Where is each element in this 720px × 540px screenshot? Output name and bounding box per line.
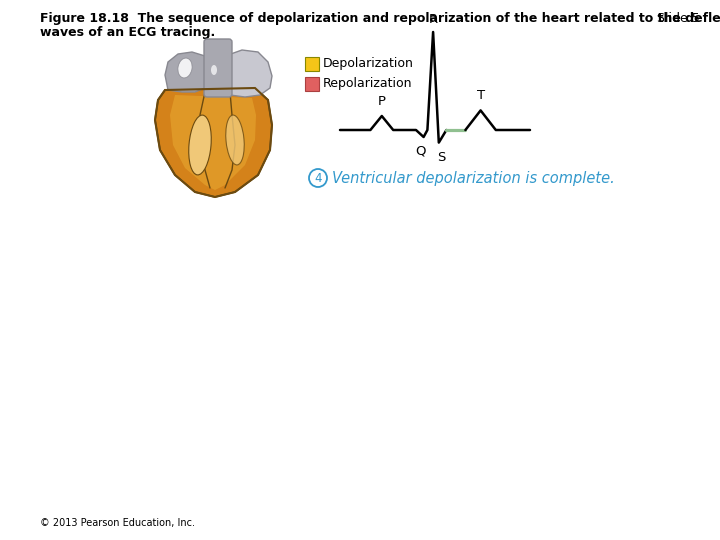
Circle shape — [309, 169, 327, 187]
Text: Depolarization: Depolarization — [323, 57, 414, 71]
Bar — [305, 57, 319, 71]
Ellipse shape — [226, 115, 244, 165]
Text: © 2013 Pearson Education, Inc.: © 2013 Pearson Education, Inc. — [40, 518, 195, 528]
PathPatch shape — [170, 95, 256, 190]
Text: Figure 18.18  The sequence of depolarization and repolarization of the heart rel: Figure 18.18 The sequence of depolarizat… — [40, 12, 720, 25]
Text: R: R — [428, 13, 438, 26]
Ellipse shape — [211, 65, 217, 75]
Text: Ventricular depolarization is complete.: Ventricular depolarization is complete. — [332, 171, 615, 186]
Ellipse shape — [189, 115, 211, 175]
Text: Slide 5: Slide 5 — [657, 12, 700, 25]
Text: waves of an ECG tracing.: waves of an ECG tracing. — [40, 26, 215, 39]
Text: 4: 4 — [314, 172, 322, 185]
Ellipse shape — [178, 58, 192, 78]
FancyBboxPatch shape — [204, 39, 232, 97]
Text: P: P — [378, 95, 386, 108]
Text: S: S — [438, 151, 446, 164]
PathPatch shape — [215, 50, 272, 97]
PathPatch shape — [165, 52, 212, 92]
Text: Q: Q — [415, 145, 426, 158]
Text: Repolarization: Repolarization — [323, 78, 413, 91]
Text: T: T — [477, 90, 485, 103]
PathPatch shape — [155, 88, 272, 197]
Bar — [305, 77, 319, 91]
